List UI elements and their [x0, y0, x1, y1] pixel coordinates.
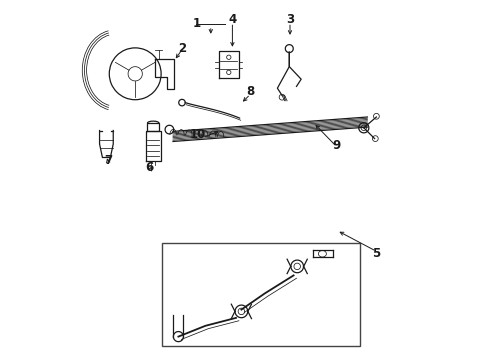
- Text: 10: 10: [190, 129, 206, 141]
- Text: 3: 3: [286, 13, 294, 26]
- Text: 8: 8: [246, 85, 254, 98]
- Text: 5: 5: [372, 247, 381, 260]
- Text: 6: 6: [146, 161, 154, 174]
- Text: 1: 1: [193, 17, 200, 30]
- Text: 2: 2: [178, 42, 186, 55]
- Text: 9: 9: [333, 139, 341, 152]
- Text: 4: 4: [228, 13, 237, 26]
- Bar: [162, 243, 360, 346]
- Text: 7: 7: [104, 154, 112, 167]
